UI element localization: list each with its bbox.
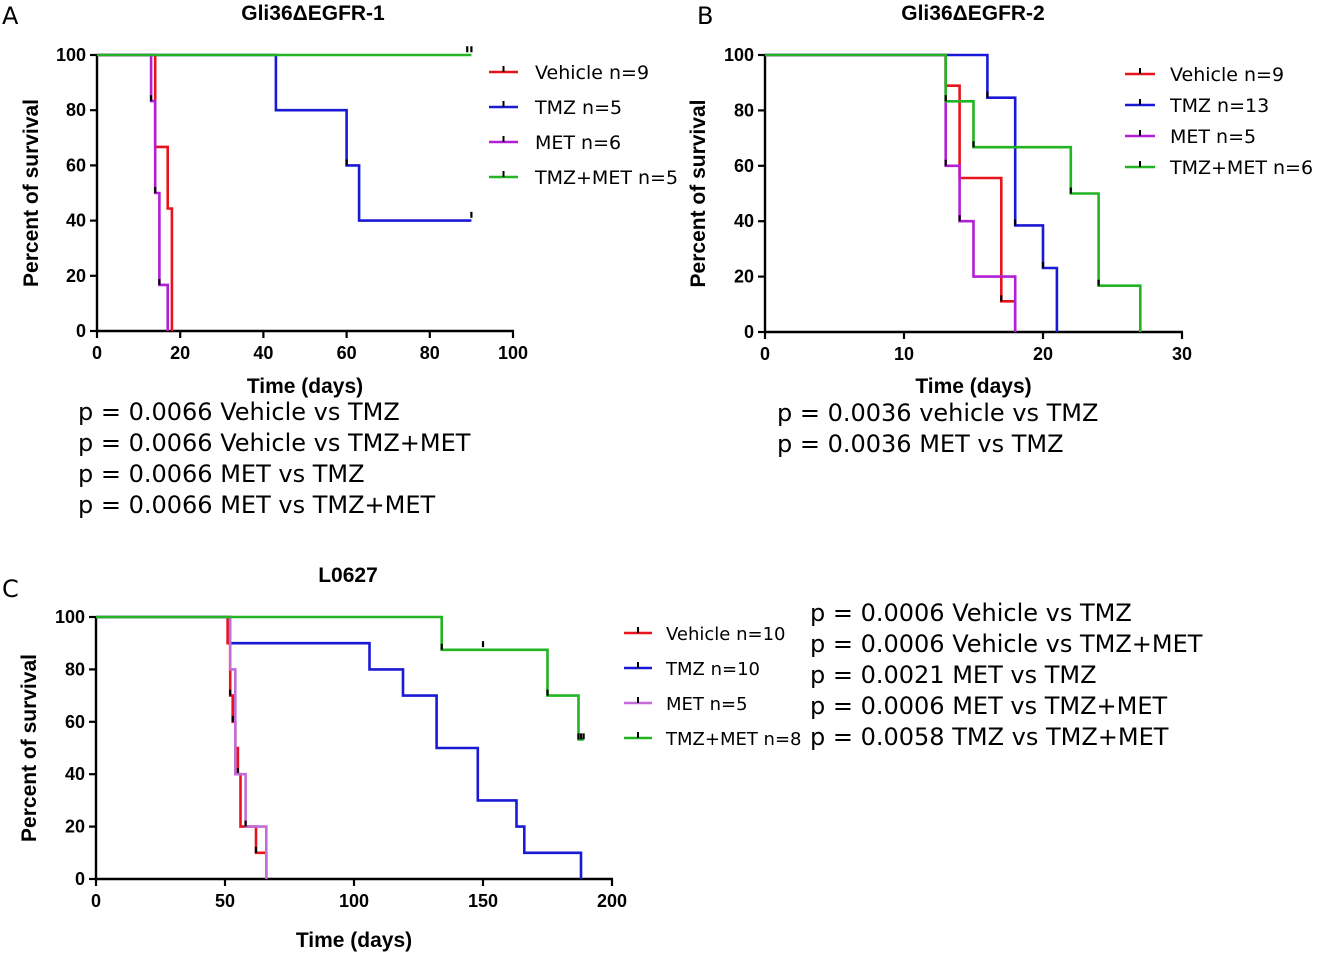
legend-tmz-met-label: TMZ+MET n=8	[665, 729, 802, 750]
panel-label: C	[2, 575, 19, 603]
panel-a: A Gli36ΔEGFR-1 0 20 40 60 80 100 0 20 40 60 80 100 Tim…	[2, 2, 678, 398]
series-met-line	[765, 53, 1017, 332]
y-tick-label: 80	[65, 659, 85, 679]
y-axis-label: Percent of survival	[687, 100, 710, 288]
pvalue-annotation: p = 0.0006 MET vs TMZ+MET	[810, 692, 1168, 720]
x-tick-label: 30	[1172, 344, 1192, 364]
x-tick-label: 100	[498, 343, 528, 363]
series-met-line	[97, 53, 169, 331]
x-tick-label: 0	[91, 891, 101, 911]
pvalue-annotation: p = 0.0006 Vehicle vs TMZ	[810, 599, 1132, 627]
y-tick-label: 100	[56, 45, 86, 65]
pvalue-annotation: p = 0.0036 MET vs TMZ	[777, 430, 1064, 458]
pvalue-annotation: p = 0.0066 MET vs TMZ	[78, 460, 365, 488]
x-tick-label: 0	[92, 343, 102, 363]
x-axis-label: Time (days)	[915, 375, 1031, 398]
legend-met-label: MET n=6	[535, 132, 621, 154]
x-tick-label: 20	[170, 343, 190, 363]
y-axis-label: Percent of survival	[18, 654, 41, 842]
y-tick-label: 100	[55, 607, 85, 627]
series-met-line	[96, 615, 268, 879]
legend-vehicle-label: Vehicle n=9	[1170, 64, 1284, 86]
pvalue-annotation: p = 0.0021 MET vs TMZ	[810, 661, 1097, 689]
y-tick-label: 40	[65, 764, 85, 784]
y-tick-label: 60	[65, 712, 85, 732]
series-tmz-line	[765, 53, 1059, 332]
y-tick-label: 80	[66, 100, 86, 120]
pvalue-annotation: p = 0.0066 Vehicle vs TMZ	[78, 398, 400, 426]
panel-label: A	[2, 2, 19, 30]
pvalue-annotation: p = 0.0058 TMZ vs TMZ+MET	[810, 723, 1169, 751]
x-tick-label: 150	[468, 891, 498, 911]
pvalue-annotation: p = 0.0066 MET vs TMZ+MET	[78, 491, 436, 519]
legend-tmz-label: TMZ n=5	[534, 97, 622, 119]
y-tick-label: 0	[75, 869, 85, 889]
x-tick-label: 60	[337, 343, 357, 363]
pvalue-annotation: p = 0.0066 Vehicle vs TMZ+MET	[78, 429, 471, 457]
y-tick-label: 20	[66, 266, 86, 286]
series-vehicle-line	[765, 53, 1017, 332]
series-tmz-line	[96, 615, 583, 879]
x-axis-label: Time (days)	[296, 929, 412, 952]
legend-met-label: MET n=5	[666, 694, 748, 715]
y-tick-label: 40	[734, 211, 754, 231]
x-tick-label: 20	[1033, 344, 1053, 364]
legend-vehicle-label: Vehicle n=10	[666, 624, 786, 645]
legend-vehicle-label: Vehicle n=9	[535, 62, 649, 84]
x-axis-label: Time (days)	[247, 375, 363, 398]
pvalue-annotation: p = 0.0036 vehicle vs TMZ	[777, 399, 1099, 427]
legend-tmz-met-label: TMZ+MET n=6	[1169, 157, 1313, 179]
x-tick-label: 40	[253, 343, 273, 363]
x-tick-label: 200	[597, 891, 627, 911]
y-tick-label: 60	[734, 156, 754, 176]
y-tick-label: 40	[66, 211, 86, 231]
series-tmz-line	[97, 53, 472, 222]
panel-c: C L0627 0 20 40 60 80 100 0 50 100 150 200 Time (days…	[2, 564, 802, 952]
y-tick-label: 80	[734, 100, 754, 120]
x-tick-label: 0	[760, 344, 770, 364]
y-tick-label: 0	[744, 322, 754, 342]
x-tick-label: 80	[420, 343, 440, 363]
panel-label: B	[697, 2, 713, 30]
legend-met-label: MET n=5	[1170, 126, 1256, 148]
pvalue-annotation: p = 0.0006 Vehicle vs TMZ+MET	[810, 630, 1203, 658]
series-vehicle-line	[96, 615, 268, 879]
legend-tmz-label: TMZ n=13	[1169, 95, 1269, 117]
y-tick-label: 60	[66, 155, 86, 175]
y-tick-label: 20	[65, 817, 85, 837]
legend-tmz-label: TMZ n=10	[665, 659, 760, 680]
x-tick-label: 50	[215, 891, 235, 911]
chart-title: Gli36ΔEGFR-2	[901, 2, 1044, 25]
y-tick-label: 0	[76, 321, 86, 341]
series-tmz-met-line	[765, 53, 1142, 332]
legend-tmz-met-label: TMZ+MET n=5	[534, 167, 678, 189]
panel-b: B Gli36ΔEGFR-2 0 20 40 60 80 100 0 10 20 30 Time (da…	[687, 2, 1313, 398]
series-tmz-met-line	[96, 615, 584, 741]
chart-title: Gli36ΔEGFR-1	[241, 2, 385, 25]
y-tick-label: 20	[734, 267, 754, 287]
chart-title: L0627	[318, 564, 378, 587]
y-axis-label: Percent of survival	[20, 99, 43, 287]
y-tick-label: 100	[724, 45, 754, 65]
x-tick-label: 10	[894, 344, 914, 364]
x-tick-label: 100	[339, 891, 369, 911]
